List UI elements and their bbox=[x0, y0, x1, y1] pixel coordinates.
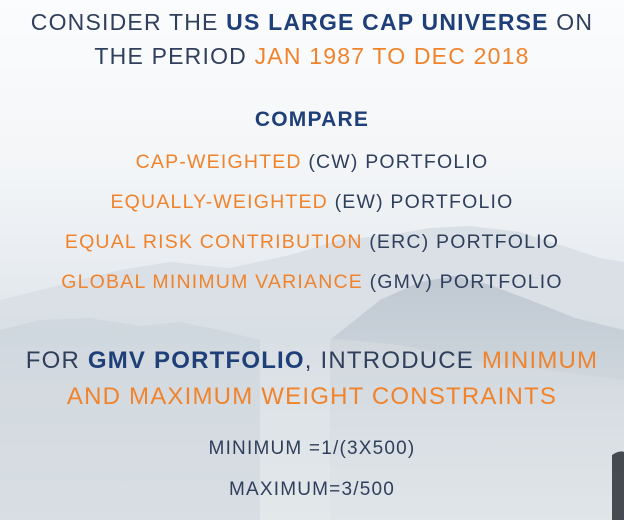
maximum-bound: MAXIMUM=3/500 bbox=[228, 479, 396, 500]
compare-item-gmv: GLOBAL MINIMUM VARIANCE (GMV) PORTFOLIO bbox=[0, 271, 624, 294]
compare-item-abbr: (GMV) PORTFOLIO bbox=[362, 271, 563, 293]
minimum-bound: MINIMUM =1/(3X500) bbox=[208, 438, 416, 459]
compare-heading: COMPARE bbox=[254, 108, 370, 131]
constraint-prefix: FOR bbox=[25, 347, 88, 374]
compare-item-cw: CAP-WEIGHTED (CW) PORTFOLIO bbox=[0, 151, 624, 174]
constraint-line-2: AND MAXIMUM WEIGHT CONSTRAINTS bbox=[66, 383, 558, 410]
intro-line-2-prefix: THE PERIOD bbox=[94, 43, 255, 69]
universe-name: US LARGE CAP UNIVERSE bbox=[226, 9, 549, 35]
compare-item-name: GLOBAL MINIMUM VARIANCE bbox=[61, 271, 363, 293]
gmv-portfolio-label: GMV PORTFOLIO bbox=[87, 347, 305, 374]
intro-line-1-suffix: ON bbox=[548, 9, 594, 35]
intro-line-1: CONSIDER THE US LARGE CAP UNIVERSE ON bbox=[0, 9, 624, 36]
compare-item-ew: EQUALLY-WEIGHTED (EW) PORTFOLIO bbox=[0, 191, 624, 214]
compare-item-erc: EQUAL RISK CONTRIBUTION (ERC) PORTFOLIO bbox=[0, 231, 624, 254]
compare-item-abbr: (EW) PORTFOLIO bbox=[327, 191, 514, 213]
compare-item-name: EQUAL RISK CONTRIBUTION bbox=[64, 231, 363, 253]
compare-item-abbr: (CW) PORTFOLIO bbox=[301, 151, 489, 173]
minimum-highlight: MINIMUM bbox=[481, 347, 599, 374]
compare-item-name: EQUALLY-WEIGHTED bbox=[110, 191, 328, 213]
compare-item-name: CAP-WEIGHTED bbox=[135, 151, 302, 173]
period-range: JAN 1987 TO DEC 2018 bbox=[254, 43, 530, 69]
intro-line-2: THE PERIOD JAN 1987 TO DEC 2018 bbox=[0, 43, 624, 70]
intro-line-1-prefix: CONSIDER THE bbox=[30, 9, 227, 35]
constraint-line-1: FOR GMV PORTFOLIO, INTRODUCE MINIMUM bbox=[0, 347, 624, 375]
compare-item-abbr: (ERC) PORTFOLIO bbox=[362, 231, 560, 253]
constraint-middle: , INTRODUCE bbox=[304, 347, 482, 374]
